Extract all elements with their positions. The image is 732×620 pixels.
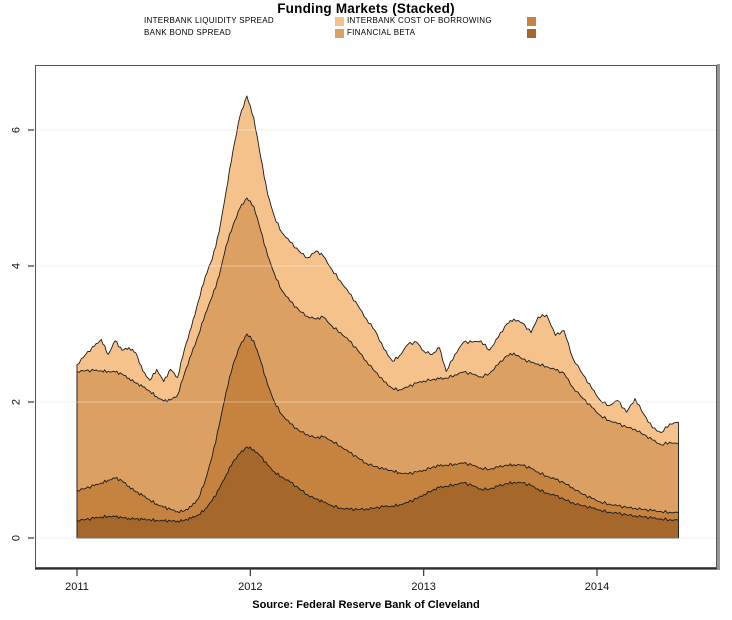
x-tick-label: 2013: [411, 581, 435, 593]
legend-item-bank-bond-spread: BANK BOND SPREAD: [144, 28, 344, 38]
legend-label: FINANCIAL BETA: [347, 28, 416, 37]
legend-label: INTERBANK COST OF BORROWING: [347, 16, 492, 25]
legend-swatch-interbank-cost-of-borrowing: [527, 16, 536, 26]
legend-item-interbank-liquidity-spread: INTERBANK LIQUIDITY SPREAD: [144, 16, 344, 26]
legend-swatch-financial-beta: [527, 28, 536, 38]
x-tick-label: 2014: [585, 581, 609, 593]
x-tick-label: 2012: [238, 581, 262, 593]
y-tick-label: 6: [11, 127, 23, 133]
x-tick-label: 2011: [65, 581, 89, 593]
legend-swatch-interbank-liquidity-spread: [335, 16, 344, 26]
legend-label: BANK BOND SPREAD: [144, 28, 232, 37]
source-caption: Source: Federal Reserve Bank of Clevelan…: [252, 599, 480, 611]
plot-frame: [35, 65, 717, 568]
y-tick-label: 2: [11, 399, 23, 405]
area-financial-beta: [76, 446, 679, 539]
legend-item-interbank-cost-of-borrowing: INTERBANK COST OF BORROWING: [347, 16, 536, 26]
legend-label: INTERBANK LIQUIDITY SPREAD: [144, 16, 274, 25]
y-tick-label: 0: [11, 535, 23, 541]
chart-title: Funding Markets (Stacked): [277, 1, 455, 16]
y-tick-label: 4: [11, 263, 23, 269]
legend-item-financial-beta: FINANCIAL BETA: [347, 28, 536, 38]
legend-swatch-bank-bond-spread: [335, 28, 344, 38]
